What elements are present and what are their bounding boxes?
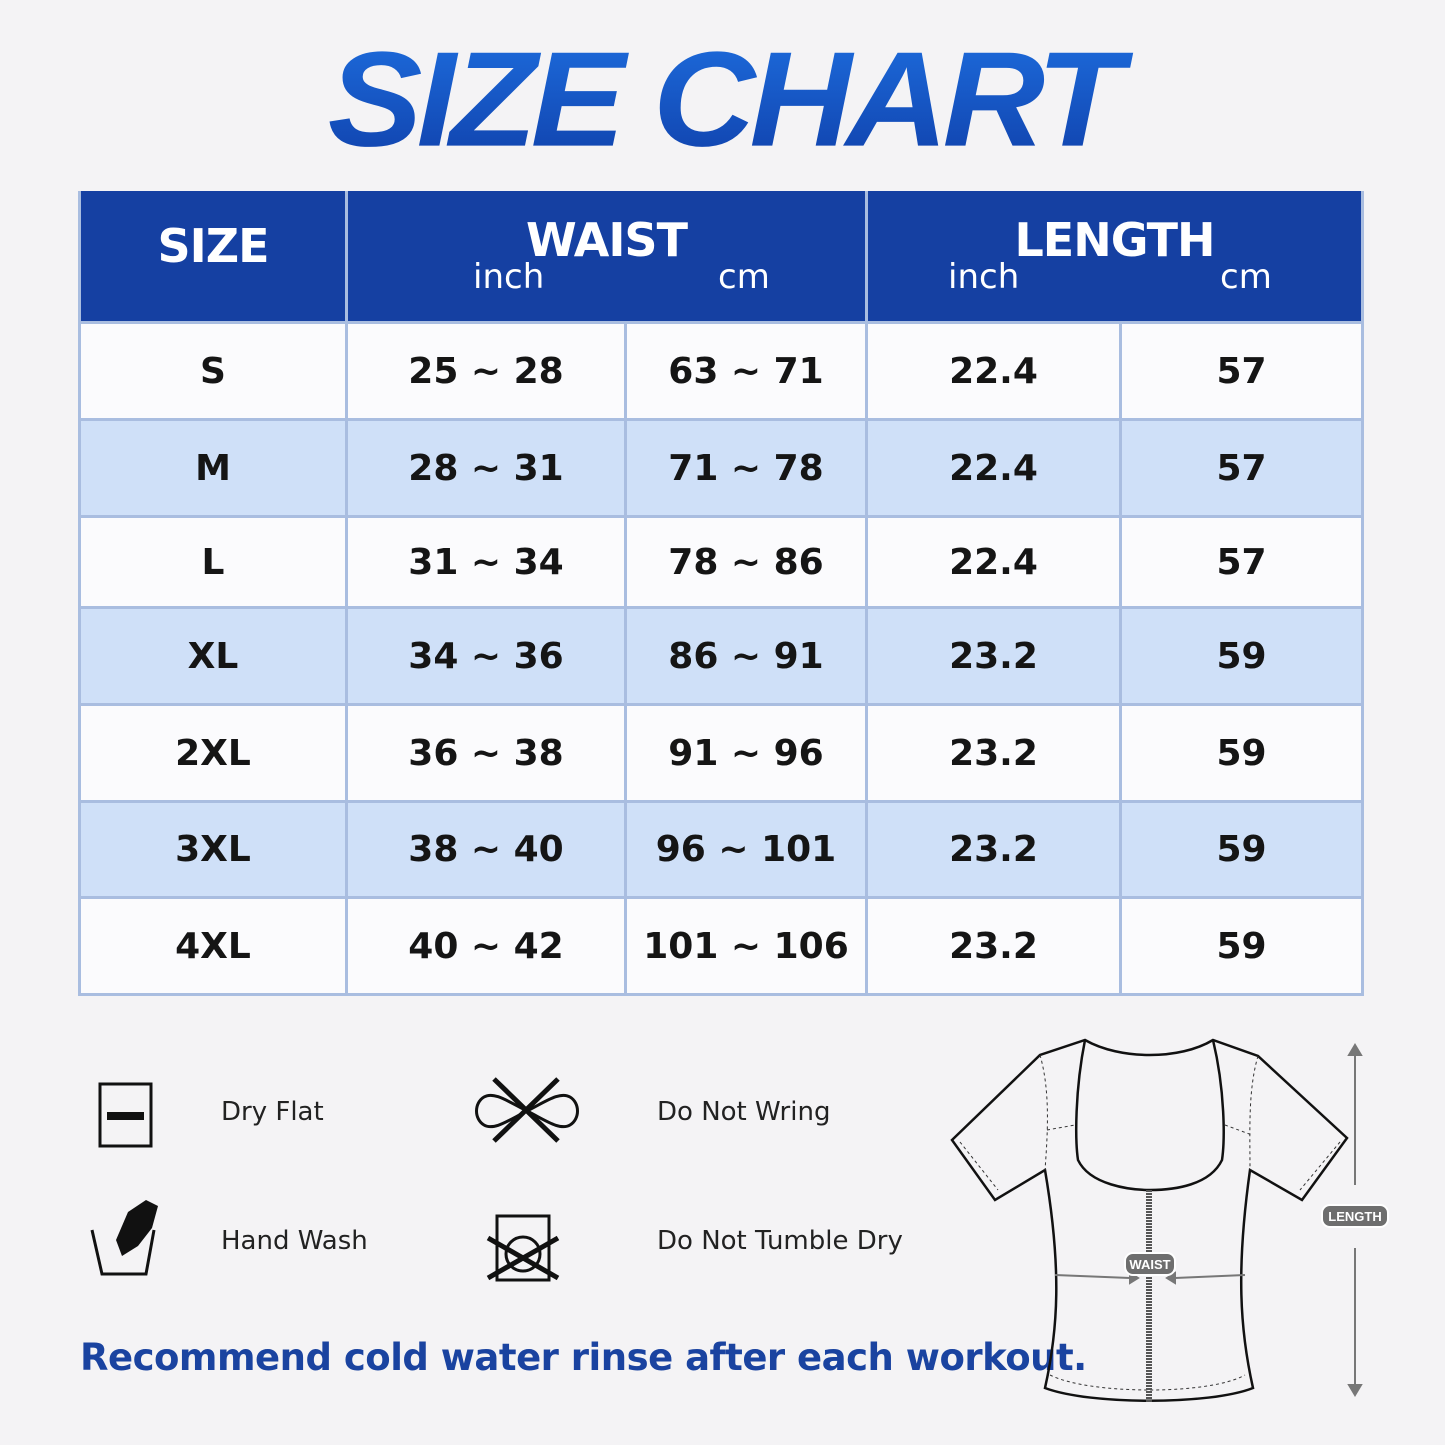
cell-size: 2XL [78, 703, 348, 803]
unit-inch: inch [948, 257, 1020, 297]
unit-inch: inch [473, 257, 545, 297]
care-label-hand-wash: Hand Wash [221, 1226, 368, 1256]
unit-cm: cm [718, 257, 770, 297]
cell-waist-inch: 31 ~ 34 [345, 515, 627, 609]
garment-diagram: WAIST LENGTH [950, 1038, 1389, 1402]
cell-waist-inch: 28 ~ 31 [345, 418, 627, 518]
cell-waist-inch: 34 ~ 36 [345, 606, 627, 706]
cell-length-cm: 59 [1119, 800, 1364, 899]
header-length: LENGTH inch cm [865, 191, 1364, 324]
cell-length-cm: 59 [1119, 703, 1364, 803]
cell-waist-inch: 40 ~ 42 [345, 896, 627, 996]
table-row: 3XL 38 ~ 40 96 ~ 101 23.2 59 [78, 800, 1364, 899]
cell-length-inch: 23.2 [865, 703, 1122, 803]
table-row: 2XL 36 ~ 38 91 ~ 96 23.2 59 [78, 703, 1364, 803]
cell-length-cm: 59 [1119, 896, 1364, 996]
table-row: S 25 ~ 28 63 ~ 71 22.4 57 [78, 321, 1364, 421]
unit-cm: cm [1220, 257, 1272, 297]
cell-size: 4XL [78, 896, 348, 996]
hand-wash-icon [90, 1200, 158, 1276]
cell-length-inch: 23.2 [865, 800, 1122, 899]
size-table: SIZE WAIST inch cm LENGTH inch cm S 25 ~ … [78, 191, 1364, 996]
cell-waist-cm: 96 ~ 101 [624, 800, 868, 899]
cell-size: M [78, 418, 348, 518]
cell-waist-cm: 86 ~ 91 [624, 606, 868, 706]
cell-length-cm: 57 [1119, 418, 1364, 518]
cell-size: S [78, 321, 348, 421]
cell-waist-inch: 38 ~ 40 [345, 800, 627, 899]
cell-waist-inch: 36 ~ 38 [345, 703, 627, 803]
cell-length-inch: 22.4 [865, 515, 1122, 609]
cell-waist-cm: 71 ~ 78 [624, 418, 868, 518]
table-row: M 28 ~ 31 71 ~ 78 22.4 57 [78, 418, 1364, 518]
cell-length-cm: 57 [1119, 515, 1364, 609]
do-not-tumble-dry-icon [486, 1214, 560, 1282]
dry-flat-icon [98, 1082, 153, 1148]
cell-waist-cm: 91 ~ 96 [624, 703, 868, 803]
table-row: L 31 ~ 34 78 ~ 86 22.4 57 [78, 515, 1364, 609]
length-label: LENGTH [1328, 1209, 1381, 1224]
cell-length-cm: 59 [1119, 606, 1364, 706]
header-size: SIZE [78, 191, 348, 324]
care-label-dry-flat: Dry Flat [221, 1097, 324, 1127]
cell-length-cm: 57 [1119, 321, 1364, 421]
cell-size: 3XL [78, 800, 348, 899]
cell-length-inch: 22.4 [865, 418, 1122, 518]
cell-size: L [78, 515, 348, 609]
cell-size: XL [78, 606, 348, 706]
cell-waist-cm: 63 ~ 71 [624, 321, 868, 421]
waist-label: WAIST [1129, 1257, 1170, 1272]
header-waist: WAIST inch cm [345, 191, 868, 324]
care-note: Recommend cold water rinse after each wo… [80, 1336, 1087, 1379]
table-row: 4XL 40 ~ 42 101 ~ 106 23.2 59 [78, 896, 1364, 996]
care-label-do-not-tumble-dry: Do Not Tumble Dry [657, 1226, 903, 1256]
care-label-do-not-wring: Do Not Wring [657, 1097, 831, 1127]
garment-outline [950, 1038, 1349, 1402]
cell-waist-cm: 101 ~ 106 [624, 896, 868, 996]
cell-length-inch: 22.4 [865, 321, 1122, 421]
do-not-wring-icon [475, 1077, 579, 1143]
cell-waist-cm: 78 ~ 86 [624, 515, 868, 609]
page-title: SIZE CHART [0, 22, 1445, 178]
cell-length-inch: 23.2 [865, 606, 1122, 706]
neckline [1075, 1039, 1225, 1192]
table-row: XL 34 ~ 36 86 ~ 91 23.2 59 [78, 606, 1364, 706]
cell-length-inch: 23.2 [865, 896, 1122, 996]
cell-waist-inch: 25 ~ 28 [345, 321, 627, 421]
